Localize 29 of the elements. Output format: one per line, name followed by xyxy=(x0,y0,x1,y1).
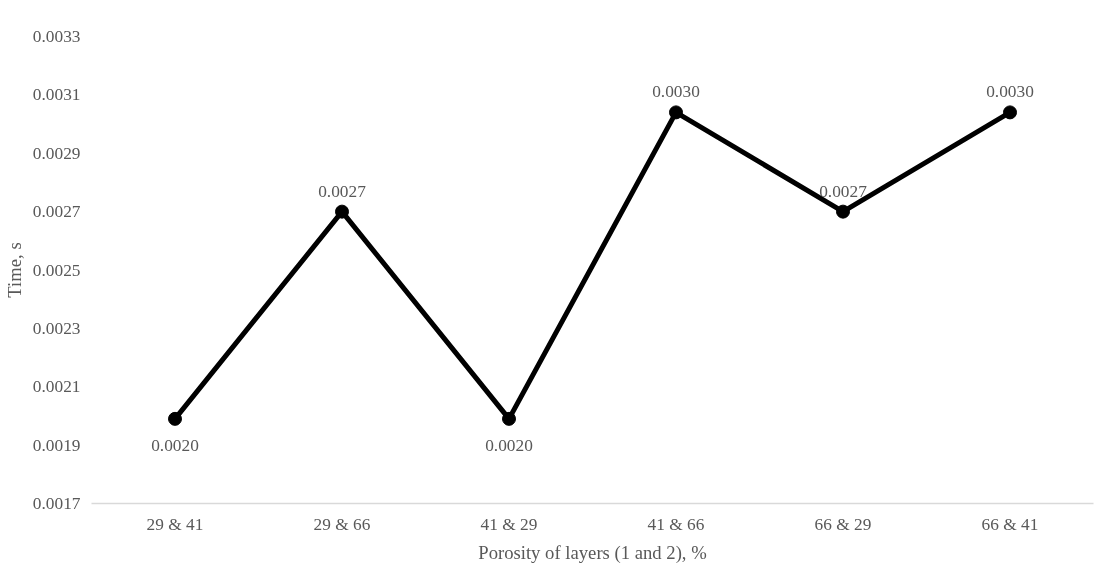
y-tick-label: 0.0019 xyxy=(32,435,81,455)
x-tick-label: 66 & 41 xyxy=(981,514,1039,534)
y-tick-label: 0.0023 xyxy=(32,318,81,338)
y-tick-label: 0.0029 xyxy=(32,143,81,163)
point xyxy=(168,411,182,426)
data-label: 0.0030 xyxy=(986,82,1034,102)
y-tick-label: 0.0021 xyxy=(32,377,81,397)
x-tick-label: 41 & 66 xyxy=(647,514,705,534)
y-axis-title: Time, s xyxy=(3,242,25,298)
x-tick-label: 29 & 41 xyxy=(146,514,204,534)
point xyxy=(669,105,683,120)
x-axis-title: Porosity of layers (1 and 2), % xyxy=(478,541,707,564)
data-label: 0.0027 xyxy=(318,181,367,201)
data-label: 0.0030 xyxy=(652,82,700,102)
data-label: 0.0027 xyxy=(819,181,868,201)
x-tick-label: 41 & 29 xyxy=(480,514,538,534)
x-tick-label: 66 & 29 xyxy=(814,514,872,534)
y-tick-label: 0.0031 xyxy=(32,85,81,105)
y-tick-label: 0.0017 xyxy=(32,494,81,513)
point xyxy=(502,411,516,426)
point xyxy=(836,204,850,219)
point xyxy=(1003,105,1017,120)
data-label: 0.0020 xyxy=(151,435,199,455)
y-tick-label: 0.0033 xyxy=(32,27,81,46)
y-tick-label: 0.0027 xyxy=(32,202,81,222)
x-tick-label: 29 & 66 xyxy=(313,514,371,534)
data-label: 0.0020 xyxy=(485,435,533,455)
y-tick-label: 0.0025 xyxy=(32,260,81,280)
point xyxy=(335,204,349,219)
